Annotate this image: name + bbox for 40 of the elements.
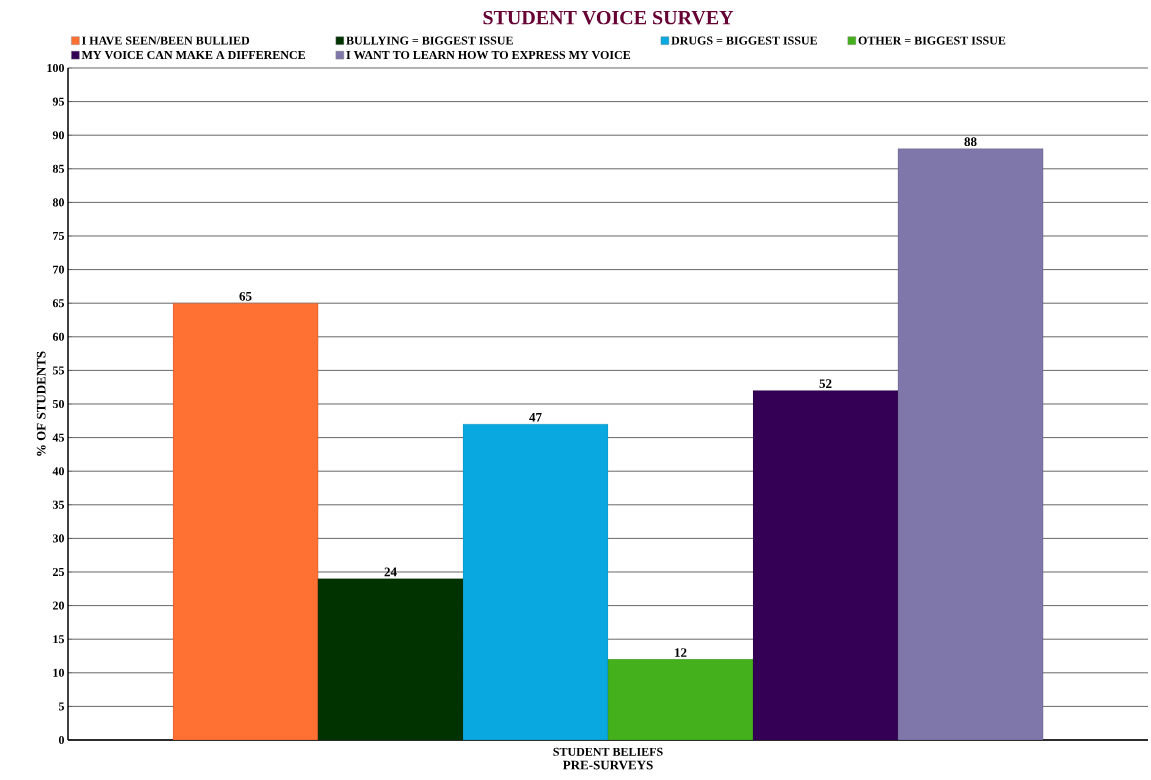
y-axis-title: % OF STUDENTS [36,351,46,456]
bar [607,659,754,740]
bar [317,578,464,740]
y-tick-label: 65 [52,299,65,308]
x-axis-title: PRE-SURVEYS [562,760,653,770]
data-label: 52 [819,379,832,389]
legend-label: MY VOICE CAN MAKE A DIFFERENCE [81,50,306,60]
bar [462,423,609,740]
legend-label: I WANT TO LEARN HOW TO EXPRESS MY VOICE [346,50,631,60]
y-tick-label: 55 [52,366,65,375]
y-tick-label: 60 [52,332,65,341]
data-label: 24 [384,567,397,577]
data-label: 88 [964,137,977,147]
legend-label: OTHER = BIGGEST ISSUE [858,36,1006,45]
y-tick-label: 5 [58,702,65,711]
data-label: 12 [675,648,687,657]
y-tick-label: 85 [52,164,65,173]
y-tick-label: 90 [52,131,65,140]
y-tick-label: 20 [52,601,65,610]
y-tick-label: 100 [47,63,65,73]
data-label: 65 [239,291,252,301]
y-tick-label: 25 [52,567,65,577]
chart-title: STUDENT VOICE SURVEY [483,10,734,25]
y-tick-label: 50 [52,399,65,409]
data-label: 47 [529,413,542,422]
y-tick-label: 15 [53,635,65,644]
y-tick-label: 80 [52,198,65,207]
x-tick-label: STUDENT BELIEFS [553,747,663,756]
y-tick-label: 70 [53,265,65,274]
legend-label: I HAVE SEEN/BEEN BULLIED [81,36,250,45]
y-tick-label: 30 [52,534,65,543]
legend-label: DRUGS = BIGGEST ISSUE [671,36,818,45]
y-tick-label: 10 [53,668,65,677]
legend-label: BULLYING = BIGGEST ISSUE [346,36,513,45]
y-tick-label: 95 [52,97,65,106]
y-tick-label: 35 [52,500,65,509]
y-tick-label: 45 [52,433,65,442]
y-tick-label: 40 [52,467,65,476]
y-tick-label: 0 [58,735,65,745]
y-tick-label: 75 [53,232,65,240]
